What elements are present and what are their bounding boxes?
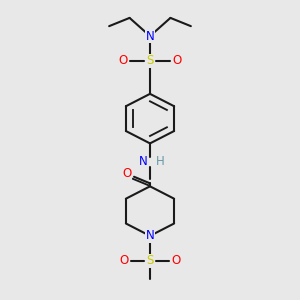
Text: N: N [146, 30, 154, 43]
Text: O: O [122, 167, 131, 180]
Text: O: O [119, 254, 128, 267]
Text: S: S [146, 254, 154, 267]
Text: N: N [139, 155, 148, 168]
Text: O: O [172, 254, 181, 267]
Text: H: H [156, 155, 165, 168]
Text: N: N [146, 230, 154, 242]
Text: O: O [118, 54, 128, 67]
Text: O: O [172, 54, 182, 67]
Text: S: S [146, 54, 154, 67]
